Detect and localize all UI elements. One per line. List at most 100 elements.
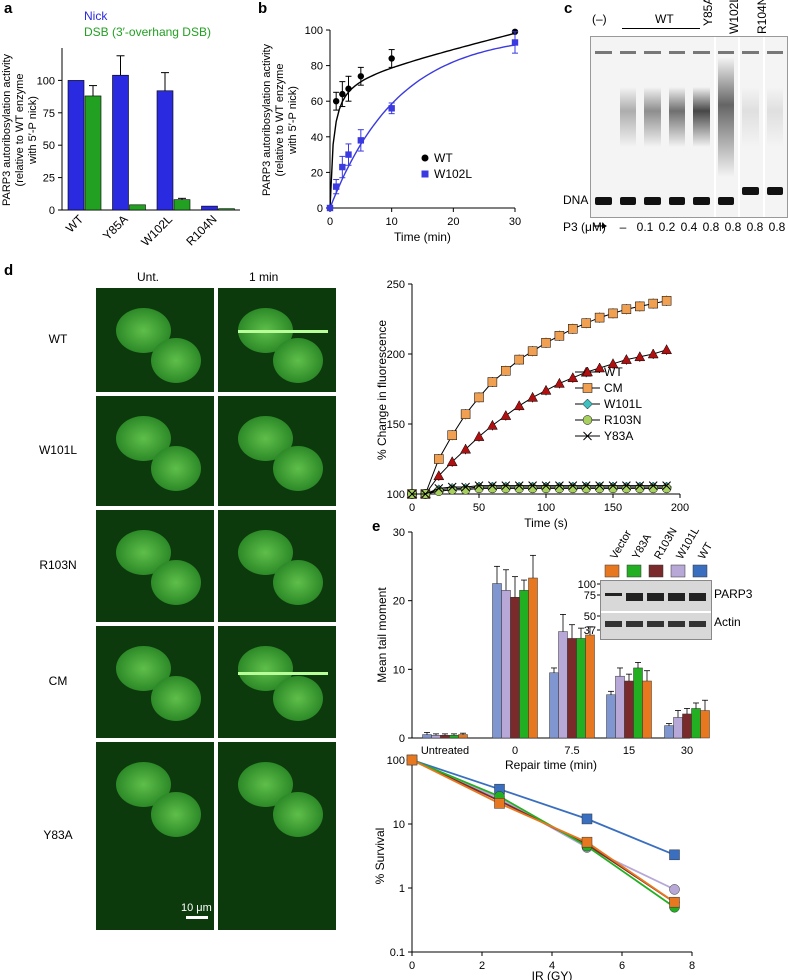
d-point (501, 481, 511, 490)
e2-xtick-label: 6 (619, 960, 625, 972)
e2-series-line (411, 759, 676, 909)
panel-label-c: c (564, 0, 573, 17)
d-point (661, 344, 673, 355)
cell-nucleus (151, 446, 201, 491)
a-ytick-label: 75 (43, 108, 55, 120)
e2-ytick-label: 100 (387, 755, 405, 767)
laser-stripe (238, 672, 328, 675)
micro-image-1min (218, 742, 336, 930)
a-category-label: Y85A (100, 212, 131, 243)
d-point (581, 318, 591, 328)
gel-dna-band (693, 197, 710, 205)
gel-dna-band (644, 197, 661, 205)
d-point (541, 338, 551, 348)
micro-image-1min (218, 288, 336, 392)
d-point (568, 324, 578, 334)
e1-bar (585, 634, 595, 739)
a-bar (67, 80, 85, 211)
e1-bar (510, 596, 520, 739)
blot-band (626, 621, 643, 627)
gel-conc-value: 0.2 (658, 220, 676, 234)
e1-bar (449, 735, 459, 739)
col-label-untreated: Unt. (137, 270, 160, 284)
a-bar (201, 205, 218, 211)
d-point (514, 481, 524, 490)
d-point (608, 308, 618, 319)
d-legend-label: Y83A (604, 429, 633, 443)
gel-dna-band (742, 187, 759, 195)
a-bar (112, 74, 129, 211)
e1-bar (567, 638, 577, 739)
blot-band (668, 621, 685, 627)
d-point (648, 298, 658, 309)
b-point-w102l (332, 183, 340, 190)
gel-concentrations: –0.1 0.2 0.4 0.8 0.8 0.8 0.8 (612, 220, 788, 236)
d-point (527, 346, 538, 356)
d-point (421, 489, 430, 499)
gel-lane-r104n: R104N (755, 0, 769, 34)
b-ytick-label: 0 (317, 203, 323, 215)
gel-dna-band (717, 197, 734, 205)
d-point (661, 296, 672, 306)
e1-bar (633, 667, 643, 739)
e1-bar (501, 590, 511, 739)
d-point (554, 331, 565, 341)
gel-well (742, 51, 759, 54)
gel-well (644, 51, 661, 54)
b-fit-curve (329, 32, 516, 209)
b-point-w102l (326, 204, 334, 212)
blot-band (605, 621, 622, 627)
e2-ytick-label: 1 (399, 883, 405, 895)
d-point (514, 483, 524, 494)
e2-point (581, 836, 593, 848)
d-point (595, 481, 604, 490)
cell-nucleus (151, 676, 201, 721)
d-series-line (412, 485, 667, 495)
d-point (474, 481, 484, 490)
gel-conc-value: – (619, 220, 627, 234)
gel-p3-label: P3 (μM) (563, 220, 606, 234)
a-bar (156, 90, 174, 211)
d-point (446, 456, 458, 467)
d-point (621, 304, 632, 314)
blot-marker: 50 (584, 611, 596, 623)
gel-well (717, 51, 734, 54)
b-ylabel: PARP3 autoribosylation activity (261, 43, 273, 196)
b-point-w102l (388, 105, 395, 112)
a-bar (84, 95, 102, 211)
gel-smear (644, 87, 661, 147)
d-point (581, 483, 591, 494)
gel-lane-divider (762, 37, 765, 217)
d-point (608, 483, 618, 494)
b-xtick-label: 20 (447, 216, 459, 228)
gel-lane-divider (713, 37, 716, 217)
d-point (447, 482, 457, 492)
d-point (501, 483, 511, 494)
d-legend-marker (582, 366, 593, 377)
blot-marker: 100 (578, 579, 596, 591)
a-category-label: WT (63, 212, 87, 236)
d-point (447, 430, 457, 440)
micro-row-label: R103N (39, 558, 77, 572)
b-xlabel: Time (min) (394, 230, 451, 244)
e2-point (581, 813, 593, 825)
d-point (541, 483, 551, 494)
gel-dna-band (766, 187, 783, 195)
gel-dna-band (668, 197, 685, 205)
a-ylabel: PARP3 autoribosylation activity (1, 53, 13, 206)
d-point (461, 482, 470, 492)
d-point (648, 483, 658, 494)
d-point (474, 392, 484, 403)
d-ytick-label: 250 (387, 279, 405, 291)
b-legend-label: WT (434, 151, 453, 165)
gel-well (693, 51, 710, 54)
e1-bar (576, 638, 586, 739)
e1-bar (700, 710, 710, 739)
gel-smear (742, 87, 759, 147)
d-xtick-label: 50 (473, 502, 485, 514)
blot-marker: 37 (584, 625, 596, 637)
b-legend-marker (421, 170, 429, 178)
b-point-wt (339, 90, 346, 98)
d-point (541, 481, 551, 490)
